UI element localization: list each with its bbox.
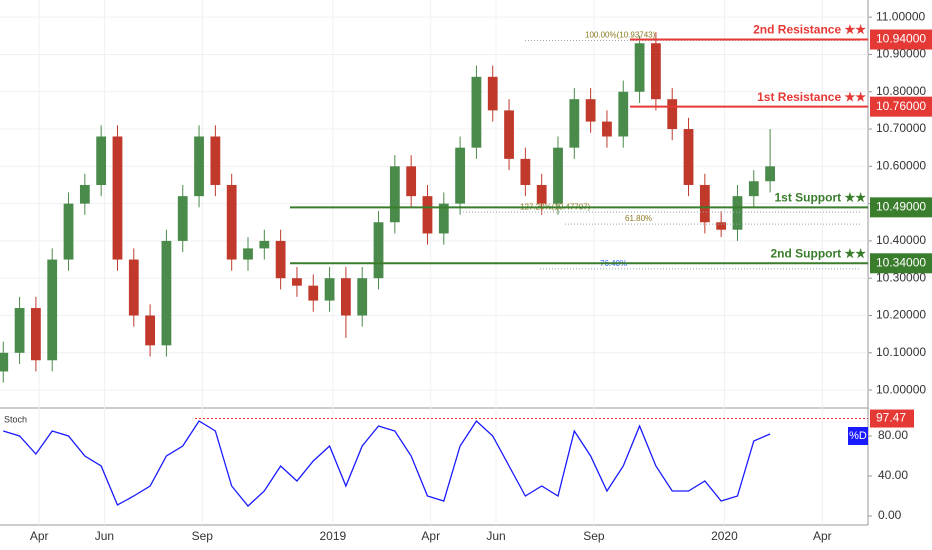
x-tick-label: Apr (30, 529, 49, 543)
candle-body (308, 285, 319, 301)
level-badge (870, 197, 932, 218)
candle-body (341, 278, 351, 316)
candle-body (651, 43, 661, 100)
y-tick-label: 10.00000 (876, 382, 926, 396)
candle-body (210, 136, 221, 185)
level-badge (870, 409, 914, 428)
level-name: 2nd Resistance ★★ (753, 23, 866, 37)
x-tick-label: Apr (421, 529, 440, 543)
legend-entry: %D (849, 430, 867, 442)
candle-body (618, 91, 629, 137)
candle-body (406, 166, 417, 197)
candle-body (324, 278, 335, 301)
candle-body (634, 43, 645, 92)
candle-body (0, 352, 9, 372)
legend-badge (848, 427, 868, 445)
y-tick-label: 10.60000 (876, 158, 926, 172)
candle-body (47, 259, 58, 361)
candle-body (487, 76, 498, 111)
y-tick-label: 10.90000 (876, 47, 926, 61)
y-tick-label: 10.10000 (876, 345, 926, 359)
y-tick-label: 11.00000 (876, 9, 925, 23)
level-label: 10.76000 (876, 99, 926, 113)
y-tick-label: 80.00 (878, 428, 908, 442)
candle-body (569, 99, 580, 148)
candle-body (389, 166, 400, 223)
level-badge (870, 253, 932, 274)
x-tick-label: 2020 (711, 529, 738, 543)
candle-body (373, 222, 384, 279)
candle-body (455, 147, 465, 204)
fib-label: 61.80% (625, 214, 652, 223)
candle-body (161, 240, 172, 346)
candle-body (683, 129, 694, 185)
level-name: 1st Support ★★ (774, 191, 866, 205)
y-tick-label: 10.40000 (876, 233, 926, 247)
candle-body (145, 315, 155, 346)
candle-body (504, 110, 514, 159)
candle-body (112, 136, 123, 260)
level-label: 97.47 (876, 411, 906, 425)
level-badge (870, 96, 932, 117)
y-tick-label: 10.30000 (876, 270, 926, 284)
level-badge (870, 29, 932, 50)
x-tick-label: Sep (583, 529, 605, 543)
candle-body (716, 222, 727, 230)
candle-body (128, 259, 139, 316)
candle-body (243, 248, 253, 260)
candle-body (259, 240, 270, 249)
x-tick-label: Jun (95, 529, 114, 543)
level-label: 10.94000 (876, 32, 926, 46)
candle-body (275, 240, 286, 279)
candle-body (602, 121, 612, 137)
level-label: 10.34000 (876, 255, 926, 269)
candle-body (177, 196, 188, 241)
x-tick-label: 2019 (319, 529, 346, 543)
level-name: 2nd Support ★★ (770, 246, 866, 260)
candle-body (471, 76, 482, 148)
y-tick-label: 40.00 (878, 468, 908, 482)
stoch-line (3, 420, 771, 507)
candle-body (422, 196, 433, 234)
y-tick-label: 10.80000 (876, 84, 926, 98)
y-tick-label: 10.70000 (876, 121, 926, 135)
candle-body (536, 184, 547, 204)
candle-body (765, 166, 775, 182)
candle-body (96, 136, 107, 185)
candle-body (748, 181, 759, 197)
candle-body (31, 308, 41, 361)
x-tick-label: Sep (192, 529, 214, 543)
candle-body (226, 184, 237, 260)
candle-body (79, 184, 90, 204)
candle-body (732, 196, 743, 230)
candle-body (438, 203, 449, 234)
candle-body (667, 99, 678, 130)
y-tick-label: 0.00 (878, 508, 902, 522)
candle-body (14, 308, 25, 353)
fib-label: 100.00%(10.93743) (585, 31, 656, 40)
candle-body (699, 184, 710, 223)
stoch-title: Stoch (4, 414, 27, 424)
level-label: 10.49000 (876, 200, 926, 214)
y-tick-label: 10.20000 (876, 308, 926, 322)
x-tick-label: Apr (813, 529, 832, 543)
candle-body (520, 158, 531, 185)
x-tick-label: Jun (486, 529, 505, 543)
candle-body (357, 278, 368, 316)
candle-body (194, 136, 204, 197)
candle-body (63, 203, 74, 260)
level-name: 1st Resistance ★★ (757, 90, 866, 104)
candle-body (292, 278, 302, 286)
candle-body (585, 99, 596, 122)
candle-body (553, 147, 563, 204)
